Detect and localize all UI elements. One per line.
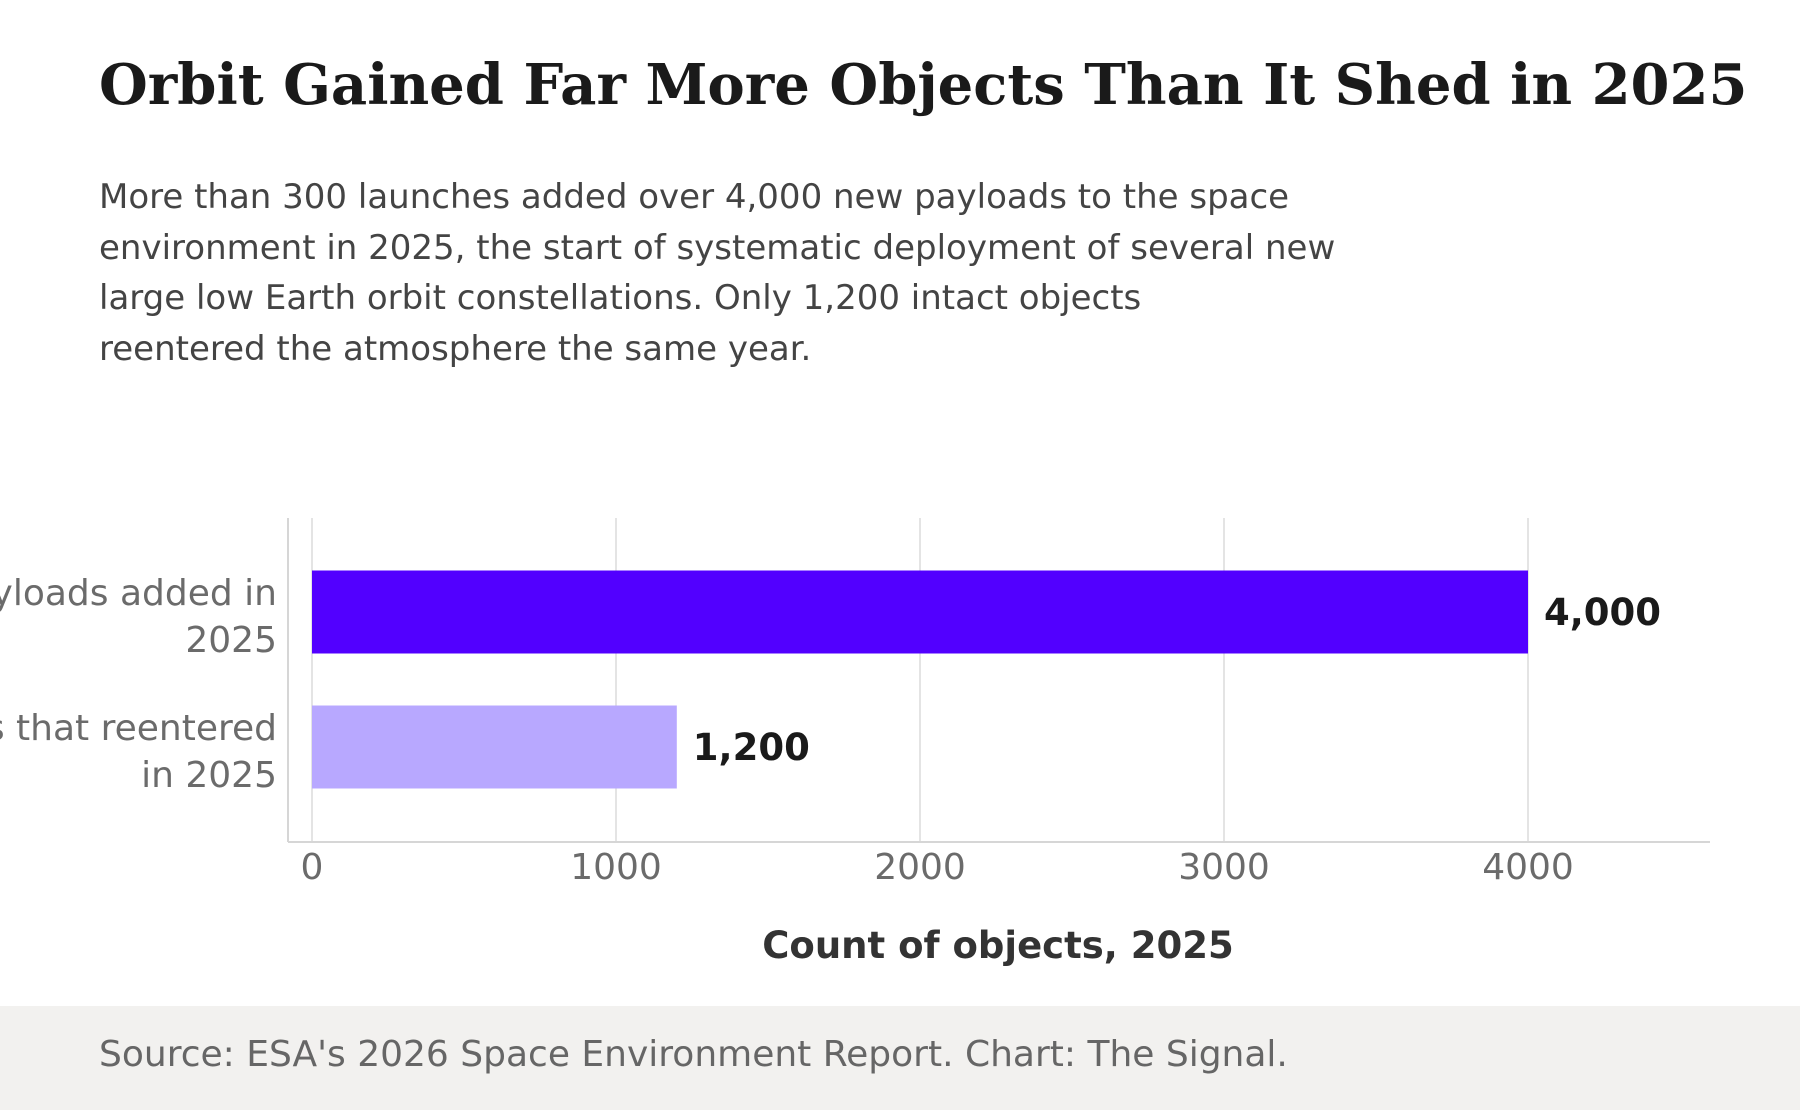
subtitle-line: More than 300 launches added over 4,000 …: [99, 177, 1290, 217]
x-tick-label: 4000: [1482, 847, 1574, 888]
x-axis-title: Count of objects, 2025: [762, 924, 1233, 967]
subtitle-line: reentered the atmosphere the same year.: [99, 328, 812, 369]
x-tick-label: 0: [301, 847, 324, 888]
x-tick-label: 2000: [874, 847, 966, 888]
category-label: Intact objects that reentered: [0, 708, 277, 749]
chart-subtitle: More than 300 launches added over 4,000 …: [99, 172, 1459, 374]
bar-value-label: 4,000: [1544, 591, 1661, 634]
category-label: New payloads added in: [0, 573, 277, 614]
chart-title: Orbit Gained Far More Objects Than It Sh…: [99, 52, 1748, 118]
subtitle-line: large low Earth orbit constellations. On…: [99, 278, 1142, 318]
source-note: Source: ESA's 2026 Space Environment Rep…: [99, 1034, 1288, 1075]
footer-bar: Source: ESA's 2026 Space Environment Rep…: [0, 1006, 1800, 1110]
bar-chart: 4,000 New payloads added in 2025 1,200 Intac…: [0, 518, 1710, 967]
x-tick-label: 3000: [1178, 847, 1270, 888]
x-tick-label: 1000: [570, 847, 662, 888]
bar: [312, 705, 677, 789]
subtitle-line: environment in 2025, the start of system…: [99, 227, 1336, 268]
bar: [312, 570, 1528, 654]
category-label: in 2025: [141, 755, 277, 796]
bar-value-label: 1,200: [693, 726, 810, 769]
category-label: 2025: [185, 620, 277, 661]
